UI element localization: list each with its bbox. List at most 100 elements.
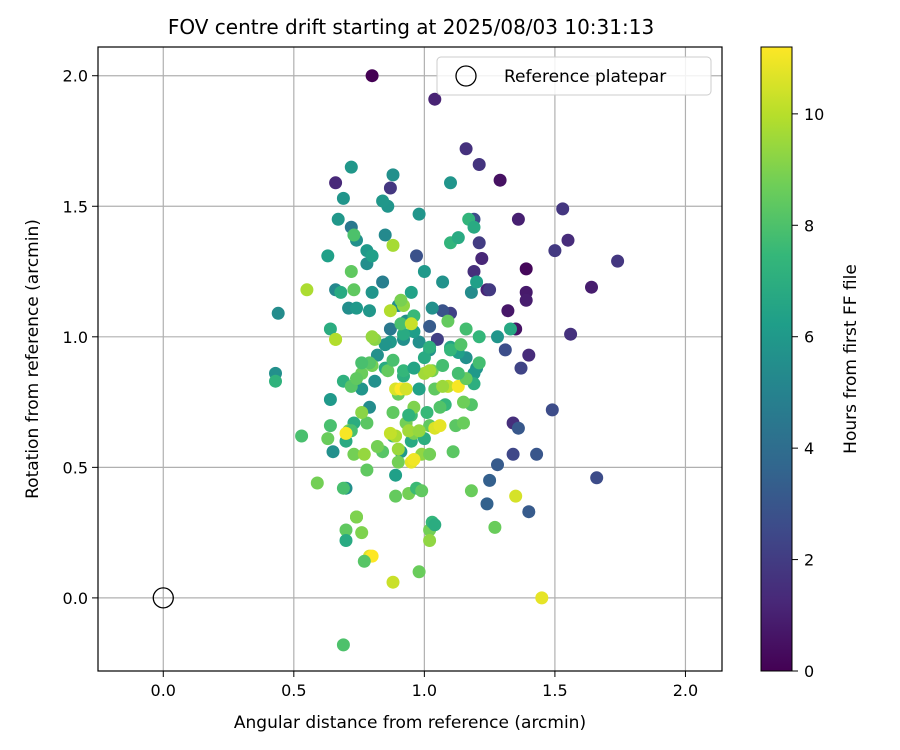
scatter-point bbox=[269, 374, 282, 388]
scatter-point bbox=[444, 343, 457, 357]
scatter-point bbox=[391, 442, 405, 456]
scatter-point bbox=[397, 364, 410, 378]
scatter-point bbox=[404, 317, 418, 331]
scatter-point bbox=[611, 254, 625, 268]
scatter-point bbox=[436, 379, 450, 393]
scatter-point bbox=[464, 285, 478, 299]
scatter-point bbox=[451, 231, 465, 245]
legend-box bbox=[436, 56, 712, 96]
scatter-point bbox=[459, 142, 473, 156]
scatter-point bbox=[329, 176, 343, 190]
scatter-point bbox=[511, 421, 525, 435]
scatter-point bbox=[383, 426, 397, 440]
chart-title: FOV centre drift starting at 2025/08/03 … bbox=[168, 15, 654, 39]
scatter-point bbox=[480, 497, 494, 511]
scatter-point bbox=[504, 322, 517, 336]
y-tick-label: 1.0 bbox=[63, 328, 88, 347]
scatter-point bbox=[347, 228, 361, 242]
scatter-point bbox=[365, 69, 379, 83]
scatter-point bbox=[407, 453, 421, 466]
scatter-point bbox=[365, 249, 379, 263]
y-axis-label: Rotation from reference (arcmin) bbox=[23, 219, 43, 499]
scatter-point bbox=[386, 238, 400, 252]
colorbar-tick-label: 6 bbox=[804, 328, 814, 347]
x-tick-label: 0.0 bbox=[151, 681, 176, 700]
scatter-point bbox=[491, 458, 504, 472]
scatter-point bbox=[467, 265, 481, 278]
scatter-point bbox=[347, 447, 361, 461]
scatter-point bbox=[590, 471, 604, 485]
scatter-point bbox=[483, 473, 497, 487]
scatter-point bbox=[394, 317, 408, 331]
legend-entry: Reference platepar bbox=[504, 67, 666, 87]
scatter-point bbox=[514, 361, 528, 375]
scatter-point bbox=[548, 244, 562, 258]
scatter-point bbox=[423, 319, 437, 333]
scatter-point bbox=[472, 158, 486, 171]
legend: Reference platepar bbox=[436, 56, 712, 96]
scatter-point bbox=[530, 447, 544, 461]
scatter-point bbox=[436, 359, 450, 372]
scatter-point bbox=[310, 476, 324, 490]
scatter-point bbox=[545, 403, 559, 417]
scatter-point bbox=[370, 348, 384, 362]
scatter-point bbox=[363, 304, 376, 318]
scatter-point bbox=[488, 520, 502, 534]
scatter-point bbox=[365, 285, 379, 299]
scatter-point bbox=[368, 374, 382, 388]
scatter-point bbox=[389, 489, 403, 503]
scatter-point bbox=[378, 338, 392, 352]
colorbar-label: Hours from first FF file bbox=[841, 264, 861, 454]
scatter-point bbox=[386, 353, 400, 367]
scatter-point bbox=[339, 523, 353, 537]
scatter-point bbox=[386, 168, 400, 182]
scatter-point bbox=[336, 191, 350, 205]
scatter-point bbox=[417, 351, 431, 365]
scatter-point bbox=[321, 249, 335, 263]
scatter-point bbox=[446, 445, 460, 459]
scatter-point bbox=[357, 447, 371, 461]
scatter-point bbox=[336, 638, 350, 652]
scatter-point bbox=[344, 265, 358, 278]
scatter-point bbox=[564, 327, 578, 341]
scatter-point bbox=[501, 304, 515, 318]
scatter-point bbox=[459, 322, 473, 336]
scatter-point bbox=[339, 426, 353, 440]
scatter-point bbox=[433, 419, 447, 433]
scatter-point bbox=[271, 306, 285, 320]
scatter-point bbox=[397, 327, 410, 341]
plot-area bbox=[97, 46, 723, 672]
scatter-point bbox=[457, 395, 470, 409]
scatter-point bbox=[383, 304, 397, 318]
x-tick-label: 0.5 bbox=[281, 681, 306, 700]
scatter-point bbox=[415, 484, 429, 498]
scatter-point bbox=[355, 526, 369, 540]
scatter-point bbox=[391, 455, 405, 469]
colorbar bbox=[760, 46, 793, 672]
scatter-point bbox=[441, 314, 455, 328]
scatter-point bbox=[331, 212, 345, 226]
scatter-point bbox=[394, 293, 408, 307]
y-tick-label: 1.5 bbox=[63, 197, 88, 216]
scatter-point bbox=[386, 575, 400, 589]
scatter-point bbox=[357, 554, 371, 568]
scatter-point bbox=[378, 228, 392, 242]
scatter-point bbox=[444, 176, 457, 190]
scatter-point bbox=[412, 207, 426, 221]
scatter-point bbox=[381, 364, 395, 378]
scatter-point bbox=[360, 416, 374, 430]
scatter-point bbox=[451, 366, 465, 380]
scatter-point bbox=[412, 565, 426, 579]
scatter-point bbox=[407, 361, 421, 375]
scatter-point bbox=[410, 249, 423, 263]
x-tick-label: 1.0 bbox=[412, 681, 437, 700]
scatter-point bbox=[491, 330, 504, 344]
scatter-point bbox=[376, 194, 390, 208]
scatter-point bbox=[519, 293, 533, 307]
scatter-point bbox=[428, 92, 442, 106]
scatter-point bbox=[334, 285, 348, 299]
scatter-point bbox=[493, 173, 507, 187]
colorbar-tick-label: 10 bbox=[804, 105, 824, 124]
y-tick-label: 2.0 bbox=[63, 67, 88, 86]
scatter-point bbox=[506, 447, 520, 461]
